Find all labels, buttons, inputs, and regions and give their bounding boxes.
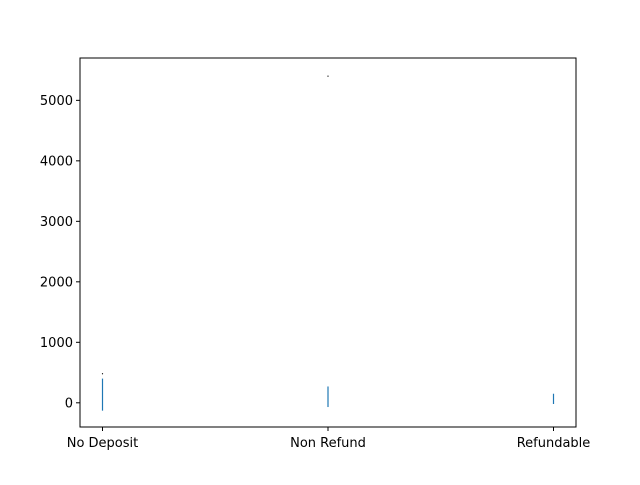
y-tick-label: 4000 (40, 154, 73, 169)
x-tick-label: Non Refund (290, 436, 366, 451)
y-tick-label: 1000 (40, 336, 73, 351)
x-tick-label: Refundable (517, 436, 591, 451)
outlier-point (101, 373, 104, 375)
y-tick-label: 3000 (40, 215, 73, 230)
outlier-point (327, 75, 329, 77)
y-tick-label: 2000 (40, 275, 73, 290)
x-tick-label: No Deposit (67, 436, 139, 451)
y-tick-label: 5000 (40, 94, 73, 109)
y-tick-label: 0 (65, 396, 73, 411)
